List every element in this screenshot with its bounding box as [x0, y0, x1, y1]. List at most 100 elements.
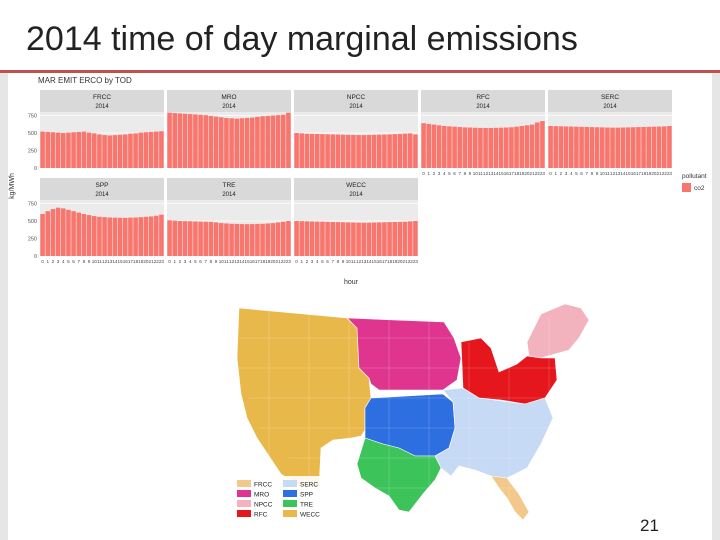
bar [193, 221, 198, 256]
bar [661, 126, 667, 168]
bar [351, 222, 356, 256]
map-legend-swatch [283, 480, 297, 487]
bar [610, 127, 615, 168]
bar [244, 224, 250, 256]
bar [320, 221, 325, 256]
panel-strip [421, 90, 545, 112]
bar [280, 221, 286, 256]
x-tick-label: 15 [499, 171, 505, 176]
x-tick-label: 20 [143, 259, 149, 264]
bar [636, 127, 641, 168]
x-tick-label: 4 [316, 259, 319, 264]
panel-plot-area [40, 200, 164, 256]
bar [625, 127, 631, 168]
slide-title: 2014 time of day marginal emissions [26, 20, 578, 58]
x-tick-label: 17 [382, 259, 388, 264]
x-tick-label: 20 [651, 171, 657, 176]
bar [97, 216, 102, 256]
x-tick-label: 15 [118, 259, 124, 264]
panel-name: TRE [223, 182, 237, 189]
panel-mro: MRO 2014 [167, 90, 291, 169]
bar [304, 133, 310, 168]
x-tick-label: 10 [600, 171, 606, 176]
bar [45, 131, 51, 168]
x-tick-label: 12 [483, 171, 489, 176]
x-tick-label: 9 [88, 259, 91, 264]
x-tick-label: 12 [229, 259, 235, 264]
map-region-mro [346, 317, 462, 391]
panel-frcc: FRCC 2014 [40, 90, 164, 169]
panel-plot-area [294, 112, 418, 168]
bar [218, 223, 224, 256]
x-tick-label: 14 [366, 259, 372, 264]
x-tick-label: 13 [488, 171, 494, 176]
bar [275, 115, 281, 168]
bar [234, 223, 240, 256]
bar [325, 221, 330, 256]
bar [641, 126, 646, 168]
x-tick-label: 16 [123, 259, 129, 264]
y-axis-label: kg/MWh [9, 173, 16, 199]
x-tick-label: 22 [535, 171, 541, 176]
bar [309, 133, 315, 168]
x-tick-label: 0 [295, 259, 298, 264]
x-tick-label: 0 [41, 259, 44, 264]
bar [102, 217, 107, 256]
x-tick-label: 23 [286, 259, 292, 264]
bar [478, 127, 483, 168]
panel-strip [294, 178, 418, 200]
bar [392, 221, 398, 256]
bar [299, 221, 305, 256]
map-region-frcc [490, 475, 530, 521]
x-tick-label: 0 [422, 171, 425, 176]
x-tick-label: 10 [346, 259, 352, 264]
x-tick-label: 7 [331, 259, 334, 264]
x-tick-label: 9 [215, 259, 218, 264]
bar [340, 222, 346, 256]
panel-strip [40, 178, 164, 200]
x-tick-label: 0 [168, 259, 171, 264]
x-tick-label: 15 [626, 171, 632, 176]
x-tick-label: 2 [433, 171, 436, 176]
map-legend-label: SPP [300, 492, 313, 499]
bar [50, 209, 56, 256]
x-tick-label: 18 [133, 259, 139, 264]
bar [91, 133, 97, 168]
x-tick-label: 14 [239, 259, 245, 264]
bar [382, 134, 387, 168]
bar [255, 116, 260, 168]
y-tick-label: 750 [28, 114, 37, 120]
bar [71, 211, 76, 256]
bar [203, 221, 209, 256]
title-divider [0, 70, 720, 73]
bar [133, 217, 138, 256]
bar [584, 126, 590, 168]
map-legend-label: FRCC [254, 482, 272, 489]
bar [193, 114, 198, 168]
x-tick-label: 2 [560, 171, 563, 176]
bar [177, 221, 183, 256]
x-tick-label: 18 [641, 171, 647, 176]
bar [568, 126, 574, 168]
bar [351, 134, 356, 168]
map-region-tre [356, 437, 442, 513]
x-tick-label: 6 [199, 259, 202, 264]
bar [167, 220, 172, 256]
x-tick-label: 3 [565, 171, 568, 176]
x-tick-label: 15 [245, 259, 251, 264]
bar [91, 216, 97, 256]
bar [498, 127, 504, 168]
bar [630, 127, 636, 168]
bar [397, 133, 403, 168]
bar [208, 115, 214, 168]
x-tick-label: 11 [605, 171, 610, 176]
x-tick-label: 9 [596, 171, 599, 176]
panel-plot-area [294, 200, 418, 256]
bar [167, 112, 172, 168]
x-tick-label: 13 [234, 259, 240, 264]
x-tick-label: 3 [57, 259, 60, 264]
bar [509, 127, 514, 168]
bar [172, 113, 178, 168]
x-tick-label: 7 [585, 171, 588, 176]
x-tick-label: 22 [662, 171, 668, 176]
